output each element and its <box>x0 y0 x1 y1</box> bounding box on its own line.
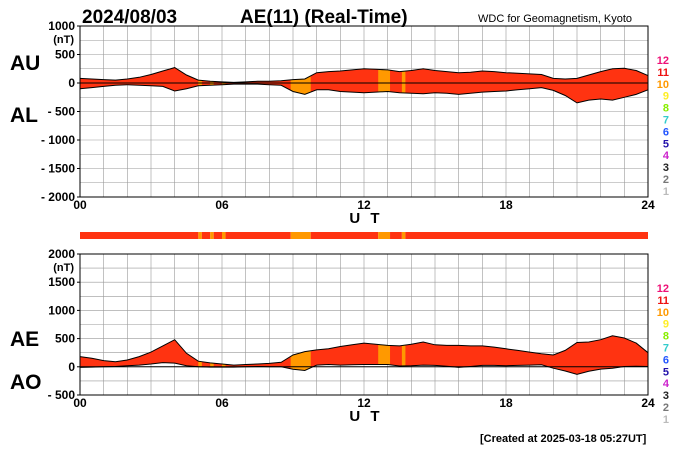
legend-entry-3: 3 <box>663 390 669 402</box>
al-label: AL <box>10 104 38 127</box>
ae-label: AE <box>10 328 39 351</box>
band-fill-low-station <box>401 67 406 103</box>
station-count-bar <box>80 232 648 239</box>
grid <box>79 253 649 396</box>
station-bar-segment <box>198 232 202 239</box>
au-label: AU <box>10 52 40 75</box>
station-bar-segment <box>378 232 391 239</box>
index-title: AE(11) (Real-Time) <box>240 7 408 28</box>
band-fill-low-station <box>378 335 391 375</box>
y-tick-label: 0 <box>68 360 75 374</box>
legend-entry-2: 2 <box>663 402 669 414</box>
legend-entry-5: 5 <box>663 366 669 378</box>
legend-entry-11: 11 <box>657 295 669 307</box>
x-tick-label: 06 <box>215 198 229 212</box>
x-tick-label: 24 <box>641 396 655 410</box>
y-unit-label: (nT) <box>53 262 74 274</box>
plot-frame <box>79 253 649 396</box>
station-bar-segment <box>405 232 648 239</box>
legend-entry-4: 4 <box>663 150 670 162</box>
series-line-ae <box>79 335 649 366</box>
legend-entry-3: 3 <box>663 162 669 174</box>
y-tick-label: 500 <box>55 332 75 346</box>
legend-entry-5: 5 <box>663 138 669 150</box>
band-fill-low-station <box>378 67 391 103</box>
y-tick-label: 1000 <box>48 19 75 33</box>
legend-entry-11: 11 <box>657 67 669 79</box>
source-label: WDC for Geomagnetism, Kyoto <box>478 13 632 25</box>
x-axis-label: U T <box>349 210 382 227</box>
x-tick-label: 00 <box>73 198 87 212</box>
station-bar-segment <box>80 232 199 239</box>
station-bar-segment <box>290 232 311 239</box>
ao-label: AO <box>10 371 42 394</box>
y-tick-label: 1000 <box>48 303 75 317</box>
legend-entry-9: 9 <box>663 319 669 331</box>
band-fill-low-station <box>401 335 406 375</box>
y-tick-label: - 1500 <box>41 162 75 176</box>
legend-entry-4: 4 <box>663 378 670 390</box>
y-unit-label: (nT) <box>53 34 74 46</box>
x-tick-label: 18 <box>499 198 513 212</box>
legend-entry-1: 1 <box>663 414 669 426</box>
legend-entry-10: 10 <box>657 307 669 319</box>
x-tick-label: 12 <box>357 198 371 212</box>
x-tick-label: 18 <box>499 396 513 410</box>
y-tick-label: - 500 <box>48 105 76 119</box>
legend-entry-9: 9 <box>663 91 669 103</box>
au-al-panel: 1000 500 0 - 500 - 1000 - 1500 - 2000 (nT) 00 06 1… <box>10 19 655 227</box>
station-bar-segment <box>401 232 406 239</box>
station-bar-segment <box>225 232 291 239</box>
y-tick-label: - 1000 <box>41 133 75 147</box>
legend-entry-12: 12 <box>657 283 669 295</box>
grid <box>79 25 649 198</box>
station-bar-segment <box>390 232 402 239</box>
legend-entry-2: 2 <box>663 174 669 186</box>
y-tick-label: 2000 <box>48 247 75 261</box>
date-title: 2024/08/03 <box>82 7 177 28</box>
station-bar-segment <box>210 232 214 239</box>
series-line-al <box>79 83 649 104</box>
created-timestamp: [Created at 2025-03-18 05:27UT] <box>480 433 647 445</box>
station-bar-segment <box>213 232 222 239</box>
legend-entry-8: 8 <box>663 103 669 115</box>
series-line-ao <box>79 362 649 375</box>
ae-ao-panel: 2000 1500 1000 500 0 - 500 (nT) 00 06 12 18 24 U T AE… <box>10 247 655 425</box>
x-tick-label: 12 <box>357 396 371 410</box>
legend-entry-6: 6 <box>663 354 669 366</box>
legend-entry-10: 10 <box>657 79 669 91</box>
station-bar-segment <box>201 232 211 239</box>
y-tick-label: 1500 <box>48 275 75 289</box>
x-tick-label: 00 <box>73 396 87 410</box>
legend-entry-6: 6 <box>663 126 669 138</box>
y-tick-label: - 2000 <box>41 190 75 204</box>
legend-entry-1: 1 <box>663 186 669 198</box>
series-line-au <box>79 67 649 83</box>
station-bar-segment <box>310 232 379 239</box>
y-tick-label: 500 <box>55 48 75 62</box>
x-tick-label: 06 <box>215 396 229 410</box>
legend-entry-8: 8 <box>663 331 669 343</box>
band-fill <box>80 67 648 103</box>
x-tick-label: 24 <box>641 198 655 212</box>
station-bar-segment <box>222 232 226 239</box>
legend-entry-7: 7 <box>663 343 669 355</box>
y-tick-label: - 500 <box>48 388 76 402</box>
y-tick-label: 0 <box>68 76 75 90</box>
legend-entry-12: 12 <box>657 55 669 67</box>
legend-entry-7: 7 <box>663 115 669 127</box>
x-axis-label: U T <box>349 408 382 425</box>
